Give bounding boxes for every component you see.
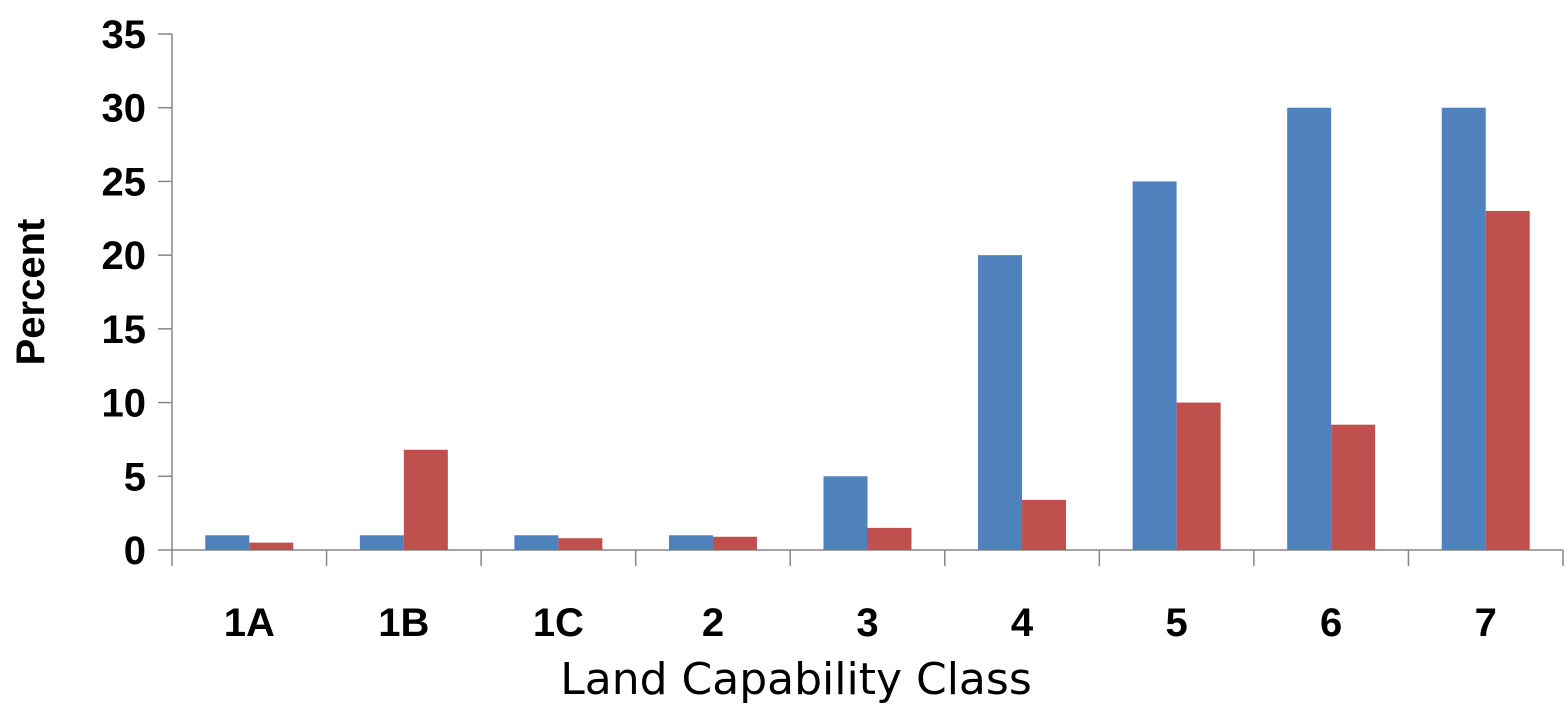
bar-series-2-1B: [403, 449, 448, 550]
x-tick-label: 1B: [378, 601, 429, 645]
bar-series-2-2: [712, 536, 757, 550]
y-tick-label: 0: [124, 529, 146, 573]
y-tick-label: 20: [102, 234, 147, 278]
bar-series-1-6: [1287, 107, 1332, 550]
bar-series-1-1B: [359, 535, 404, 550]
x-tick-label: 1C: [533, 601, 584, 645]
x-tick-label: 2: [702, 601, 724, 645]
bar-series-2-1A: [249, 542, 294, 550]
bar-series-2-4: [1022, 499, 1067, 550]
x-tick-label: 4: [1011, 601, 1034, 645]
y-tick-label: 5: [124, 455, 146, 499]
x-tick-label: 3: [856, 601, 878, 645]
x-tick-label: 6: [1320, 601, 1342, 645]
bar-series-1-1C: [514, 535, 559, 550]
bar-series-1-2: [668, 535, 713, 550]
bar-series-1-3: [823, 476, 868, 550]
x-tick-label: 5: [1165, 601, 1187, 645]
tick-labels: 0 5 10 15 20 25 30 35 1A 1B 1C 2 3 4 5 6 7: [102, 13, 1497, 645]
bar-series-2-3: [867, 527, 912, 550]
x-tick-label: 7: [1475, 601, 1497, 645]
y-tick-label: 15: [102, 308, 147, 352]
y-tick-label: 25: [102, 160, 147, 204]
bar-series-1-5: [1132, 181, 1177, 550]
x-tick-label: 1A: [224, 601, 275, 645]
bar-series-1-7: [1441, 107, 1486, 550]
y-tick-label: 35: [102, 13, 147, 57]
bar-series-2-7: [1485, 210, 1530, 550]
bars: [205, 107, 1530, 550]
bar-series-2-6: [1331, 424, 1376, 550]
y-tick-label: 30: [102, 87, 147, 131]
y-tick-label: 10: [102, 382, 147, 426]
bar-series-1-1A: [205, 535, 250, 550]
bar-series-1-4: [978, 255, 1023, 550]
x-axis-title: Land Capability Class: [560, 654, 1032, 705]
y-axis-title: Percent: [9, 219, 53, 366]
bar-series-2-1C: [558, 538, 603, 550]
bar-series-2-5: [1176, 402, 1221, 550]
